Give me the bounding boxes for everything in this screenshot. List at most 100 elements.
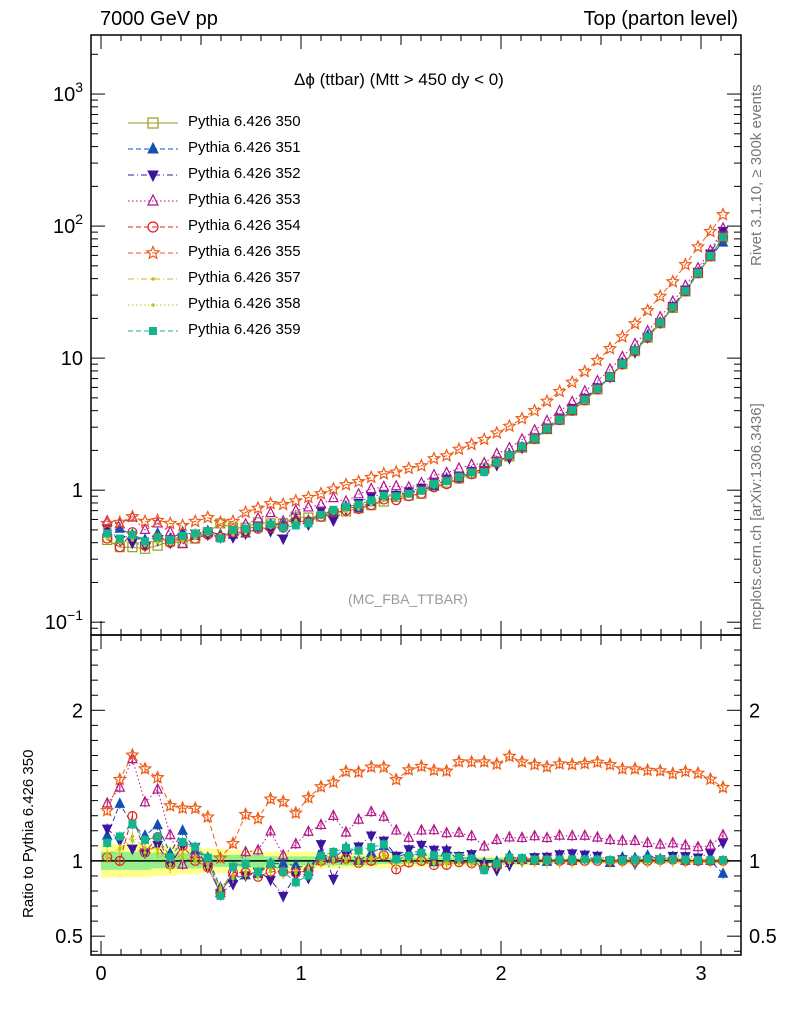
data-point-8-37 — [568, 406, 577, 415]
data-point-5-24 — [401, 460, 416, 475]
ratio-point-7-19 — [344, 859, 348, 863]
ratio-point-5-0 — [100, 803, 115, 817]
ratio-point-8-49 — [719, 855, 727, 864]
data-point-7-0 — [105, 536, 109, 541]
data-point-5-10 — [225, 513, 241, 528]
ratio-point-5-3 — [137, 761, 153, 775]
ratio-point-8-32 — [505, 853, 514, 862]
ratio-point-7-3 — [143, 850, 147, 855]
data-point-4-49 — [717, 232, 729, 243]
ratio-point-5-15 — [288, 805, 303, 820]
ratio-point-5-30 — [477, 754, 492, 768]
ratio-point-3-22 — [378, 809, 390, 821]
ratio-point-5-47 — [690, 765, 706, 780]
y-tick-label-main: 10−1 — [45, 607, 83, 634]
ratio-point-5-2 — [125, 747, 140, 762]
ratio-point-5-19 — [338, 763, 354, 778]
data-point-3-37 — [566, 395, 578, 407]
legend-marker-2 — [147, 170, 159, 183]
data-point-8-27 — [442, 477, 451, 486]
ratio-point-3-48 — [704, 838, 716, 850]
ratio-point-8-21 — [367, 843, 376, 852]
data-point-8-43 — [643, 332, 652, 341]
ratio-point-8-25 — [417, 848, 426, 857]
ratio-point-8-3 — [141, 835, 149, 844]
ratio-point-7-27 — [444, 861, 449, 866]
ratio-point-8-48 — [706, 856, 715, 865]
ratio-point-2-49 — [717, 838, 729, 850]
data-point-8-2 — [128, 530, 137, 539]
ratio-point-5-37 — [565, 756, 580, 771]
data-point-4-47 — [692, 268, 704, 279]
ratio-point-5-36 — [552, 756, 567, 770]
ratio-point-2-0 — [101, 824, 113, 836]
data-point-2-18 — [328, 516, 339, 528]
ratio-point-3-27 — [441, 826, 453, 838]
data-point-5-15 — [288, 493, 303, 507]
ratio-point-8-18 — [329, 847, 338, 856]
legend-marker-4 — [147, 221, 159, 233]
ratio-point-2-18 — [328, 874, 339, 886]
data-point-5-8 — [200, 510, 215, 524]
ratio-point-5-10 — [225, 835, 241, 850]
data-point-3-38 — [579, 384, 591, 396]
data-point-5-26 — [426, 451, 442, 465]
ratio-point-1-4 — [152, 818, 163, 830]
ratio-point-5-22 — [376, 759, 391, 774]
data-point-8-4 — [153, 533, 162, 542]
data-point-5-49 — [715, 207, 731, 221]
ratio-point-3-1 — [114, 780, 126, 792]
data-point-3-36 — [554, 404, 566, 416]
ratio-ylabel: Ratio to Pythia 6.426 350 — [20, 749, 37, 918]
ratio-point-5-4 — [150, 770, 165, 784]
ratio-point-8-17 — [317, 852, 325, 861]
legend-marker-5 — [145, 244, 161, 260]
data-point-5-5 — [163, 515, 178, 530]
ratio-point-3-25 — [415, 823, 427, 835]
ratio-point-3-44 — [654, 837, 666, 849]
data-point-8-38 — [580, 395, 589, 404]
data-point-5-19 — [338, 477, 354, 491]
data-point-5-18 — [326, 481, 341, 496]
data-point-5-27 — [439, 448, 454, 462]
ratio-point-3-28 — [453, 825, 465, 837]
ratio-point-3-32 — [503, 830, 515, 842]
ratio-point-8-11 — [241, 859, 250, 868]
data-point-8-16 — [304, 519, 313, 528]
chart-title: Δϕ (ttbar) (Mtt > 450 dy < 0) — [294, 70, 504, 89]
ratio-point-7-10 — [231, 876, 235, 881]
ratio-point-7-8 — [206, 865, 210, 869]
data-point-8-44 — [656, 318, 665, 327]
legend-label-4: Pythia 6.426 354 — [188, 217, 301, 234]
data-point-4-34 — [529, 433, 540, 444]
data-point-5-28 — [451, 441, 467, 456]
ratio-point-3-33 — [516, 831, 528, 843]
ratio-point-8-13 — [266, 859, 275, 868]
data-point-8-42 — [631, 346, 639, 355]
series-markers — [100, 207, 731, 903]
data-point-4-48 — [705, 251, 716, 262]
ratio-point-8-40 — [606, 856, 614, 865]
data-point-3-17 — [315, 497, 327, 509]
data-point-0-9 — [215, 518, 226, 529]
data-point-8-12 — [254, 522, 262, 531]
ratio-point-5-46 — [678, 763, 693, 778]
ratio-point-5-5 — [163, 798, 178, 812]
data-point-3-25 — [415, 476, 427, 488]
legend-label-2: Pythia 6.426 352 — [188, 165, 301, 182]
ratio-point-7-29 — [469, 862, 474, 867]
ratio-point-3-31 — [491, 833, 503, 844]
data-point-2-14 — [277, 534, 289, 546]
data-point-8-9 — [216, 534, 225, 543]
ratio-point-3-21 — [365, 805, 377, 817]
data-point-8-6 — [178, 531, 187, 540]
ratio-point-5-40 — [602, 757, 618, 771]
data-point-5-47 — [690, 239, 706, 253]
x-tick-label: 3 — [695, 963, 706, 985]
ratio-point-3-45 — [667, 836, 679, 848]
data-point-8-33 — [518, 442, 526, 451]
data-point-5-36 — [552, 383, 567, 398]
data-point-8-15 — [291, 521, 300, 530]
data-point-4-45 — [667, 302, 678, 313]
ratio-point-7-28 — [457, 861, 461, 866]
